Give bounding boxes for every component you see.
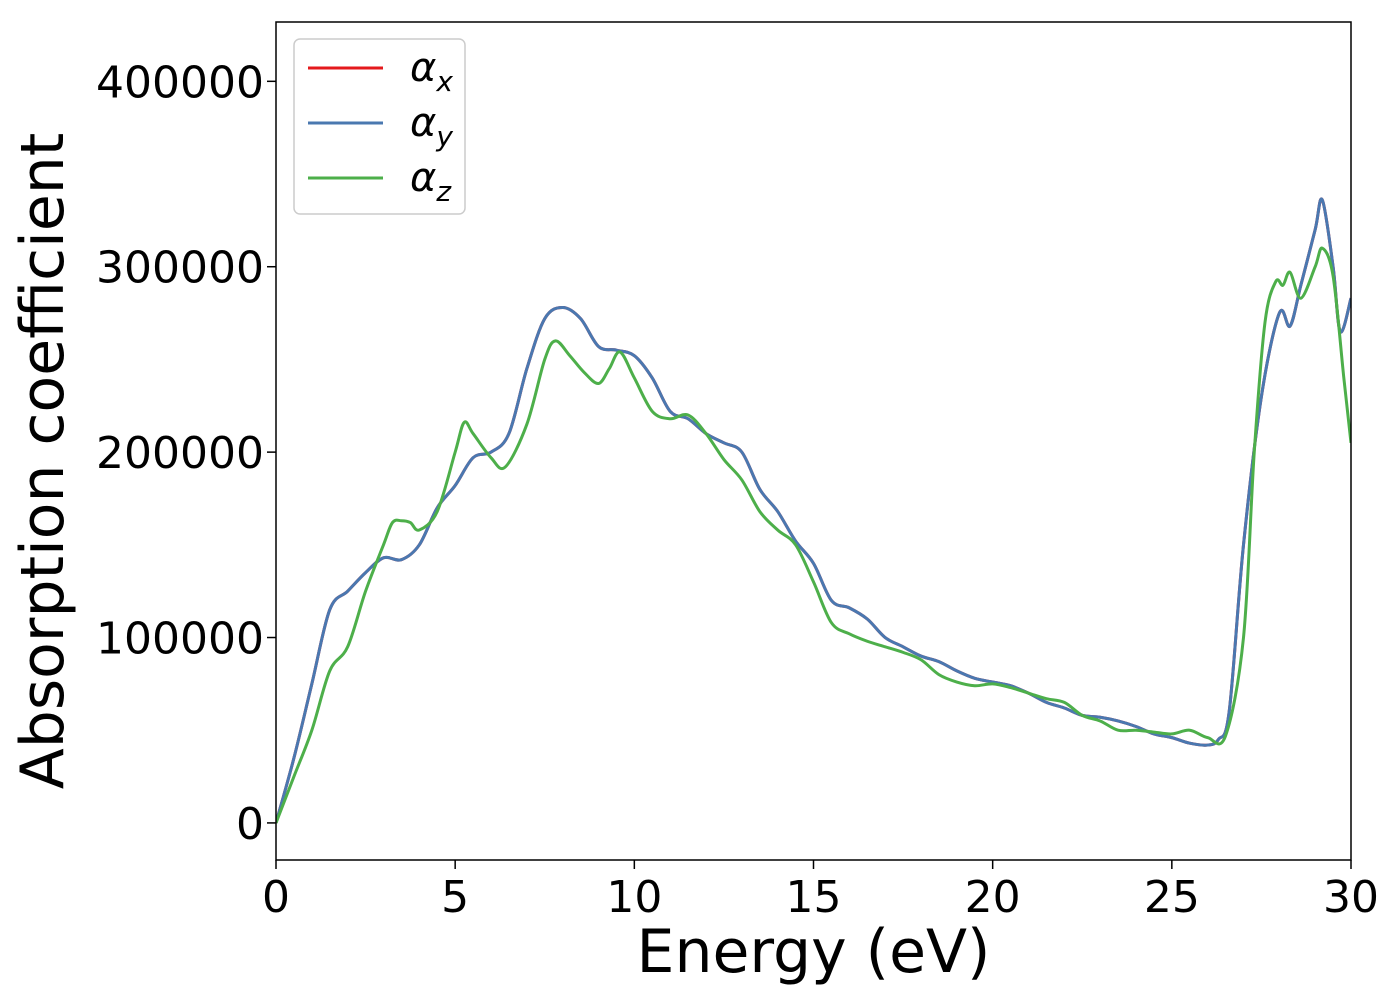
legend-label-x: αx (410, 45, 453, 98)
y-tick-label: 400000 (96, 57, 264, 108)
series-layer (276, 197, 1351, 824)
x-axis-title: Energy (eV) (637, 917, 991, 987)
x-tick-label: 25 (1144, 872, 1200, 923)
y-tick-label: 200000 (96, 428, 264, 479)
x-tick-label: 0 (262, 872, 290, 923)
x-axis-ticks: 0 5 10 15 20 25 30 (262, 860, 1379, 923)
x-tick-label: 5 (441, 872, 469, 923)
x-tick-label: 10 (606, 872, 662, 923)
x-tick-label: 30 (1323, 872, 1379, 923)
series-line-y (276, 197, 1351, 824)
x-tick-label: 20 (965, 872, 1021, 923)
legend-label-z: αz (410, 155, 452, 208)
legend-box (293, 38, 466, 215)
y-tick-label: 0 (236, 799, 264, 850)
y-axis-ticks: 0 100000 200000 300000 400000 (96, 57, 276, 850)
y-tick-label: 100000 (96, 614, 264, 665)
y-axis-title: Absorption coefficient (8, 133, 78, 790)
series-line-z (276, 246, 1351, 824)
y-tick-label: 300000 (96, 243, 264, 294)
x-tick-label: 15 (786, 872, 842, 923)
legend-label-y: αy (410, 100, 453, 153)
